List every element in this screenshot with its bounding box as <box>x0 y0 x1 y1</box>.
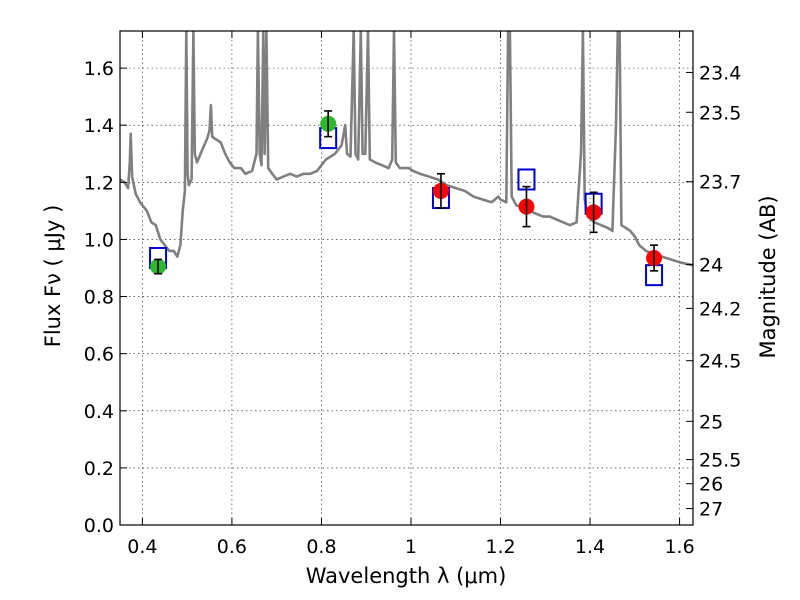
y-tick-label: 1.2 <box>84 172 114 194</box>
x-tick-label: 1.2 <box>485 536 515 558</box>
right-axis-label: Magnitude (AB) <box>756 195 780 358</box>
grid <box>120 31 693 526</box>
x-tick-label: 1.4 <box>575 536 605 558</box>
spectrum-line <box>120 31 693 267</box>
magnitude-tick-label: 23.4 <box>699 62 741 84</box>
axes <box>119 30 694 526</box>
y-tick-label: 0.4 <box>84 401 114 423</box>
magnitude-tick-label: 24.2 <box>699 298 741 320</box>
y-tick-label: 0.2 <box>84 458 114 480</box>
y-tick-label: 0.0 <box>84 515 114 537</box>
x-axis-label: Wavelength λ (μm) <box>306 564 507 588</box>
plot-frame <box>119 30 694 526</box>
y-tick-label: 1.0 <box>84 229 114 251</box>
plot-area <box>120 31 693 287</box>
x-tick-label: 0.6 <box>217 536 247 558</box>
y-tick-label: 1.6 <box>84 58 114 80</box>
magnitude-tick-label: 25.5 <box>699 450 741 472</box>
magnitude-tick-label: 24.5 <box>699 351 741 373</box>
magnitude-tick-label: 24 <box>699 255 723 277</box>
y-tick-label: 1.4 <box>84 115 114 137</box>
y-tick-label: 0.8 <box>84 287 114 309</box>
x-tick-label: 0.4 <box>127 536 157 558</box>
x-tick-label: 1 <box>405 536 417 558</box>
x-tick-label: 0.8 <box>306 536 336 558</box>
magnitude-tick-label: 23.7 <box>699 172 741 194</box>
magnitude-tick-label: 25 <box>699 411 723 433</box>
y-axis-label: Flux Fν ( μJy ) <box>41 205 65 348</box>
y-tick-label: 0.6 <box>84 344 114 366</box>
x-tick-label: 1.6 <box>664 536 694 558</box>
magnitude-tick-label: 23.5 <box>699 102 741 124</box>
magnitude-tick-label: 27 <box>699 499 723 521</box>
ticks: 0.4 0.6 0.8 1 1.2 1.4 1.6 0.0 0.2 0.4 0.6 0.8 1.0 1.2… <box>84 31 741 558</box>
magnitude-tick-label: 26 <box>699 474 723 496</box>
